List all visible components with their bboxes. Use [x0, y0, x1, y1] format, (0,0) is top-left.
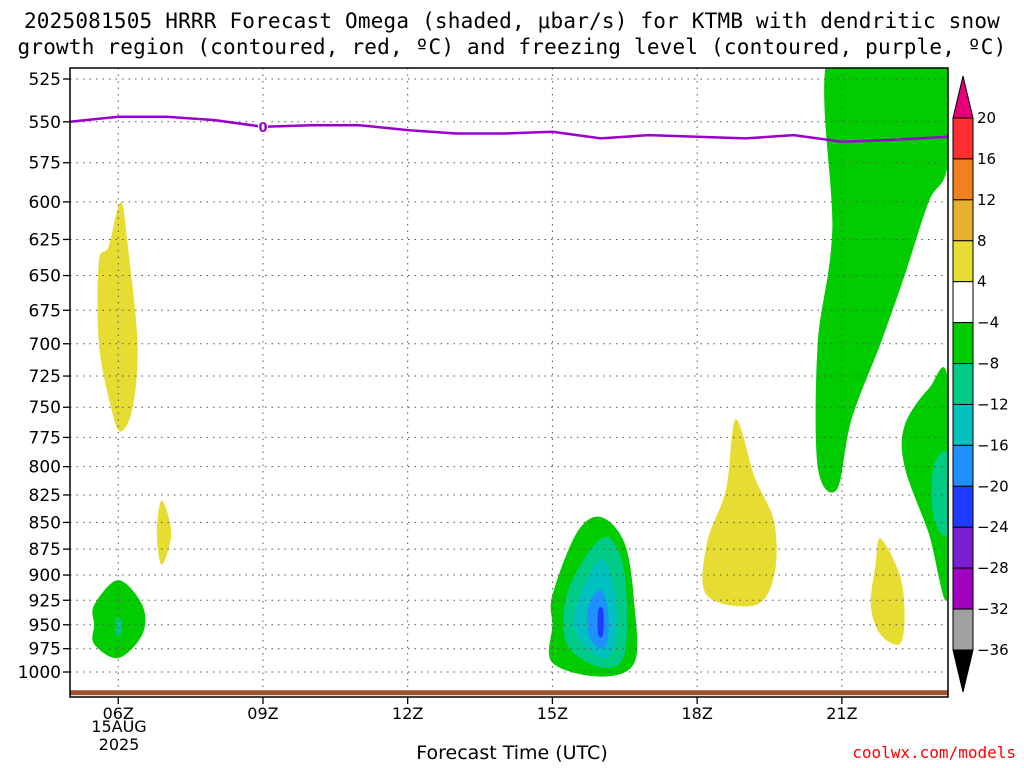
omega-region-green-12: [901, 367, 948, 601]
y-tick-label-650: 650: [29, 267, 61, 287]
colorbar-label-1: 16: [977, 150, 996, 168]
y-tick-label-825: 825: [29, 486, 61, 506]
chart-title: 2025081505 HRRR Forecast Omega (shaded, …: [0, 8, 1024, 60]
x-tick-label-18Z: 18Z: [681, 704, 712, 723]
colorbar-box-12: [952, 608, 974, 651]
y-tick-label-525: 525: [29, 70, 61, 90]
colorbar-label-3: 8: [977, 232, 987, 250]
colorbar-label-11: −28: [977, 559, 1009, 577]
y-tick-label-875: 875: [29, 540, 61, 560]
freezing-level-label-bg: [257, 118, 268, 134]
colorbar-box-7: [952, 403, 974, 446]
colorbar-box-3: [952, 240, 974, 283]
freezing-level-label: 0: [258, 121, 267, 136]
colorbar-box-9: [952, 485, 974, 528]
colorbar-box-10: [952, 526, 974, 569]
y-tick-label-950: 950: [29, 616, 61, 636]
date-label: 15AUG 2025: [84, 718, 154, 754]
y-tick-label-775: 775: [29, 428, 61, 448]
x-axis-label: Forecast Time (UTC): [416, 742, 608, 764]
omega-region-yellow-3: [870, 538, 905, 645]
y-tick-label-850: 850: [29, 513, 61, 533]
x-tick-label-15Z: 15Z: [537, 704, 568, 723]
colorbar-label-5: −4: [977, 314, 999, 332]
y-tick-label-975: 975: [29, 640, 61, 660]
colorbar-box-1: [952, 158, 974, 201]
freezing-level-line: [69, 115, 949, 143]
omega-region-darkblue-10: [597, 607, 604, 638]
colorbar-label-2: 12: [977, 191, 996, 209]
y-axis: 525 550 575 600 625 650 675 700 725 750 775 800 825 8…: [18, 70, 70, 683]
colorbar-label-7: −12: [977, 395, 1009, 413]
colorbar-label-12: −32: [977, 600, 1009, 618]
colorbar-bottom-arrow: [952, 649, 974, 693]
x-tick-label-09Z: 09Z: [247, 704, 278, 723]
chart-title-line-1: 2025081505 HRRR Forecast Omega (shaded, …: [23, 9, 1001, 33]
y-tick-label-800: 800: [29, 458, 61, 478]
freezing-level-layer: 0: [69, 115, 949, 143]
omega-region-green-11: [815, 68, 948, 493]
x-tick-label-21Z: 21Z: [826, 704, 857, 723]
colorbar-label-0: 20: [977, 109, 996, 127]
credit-link[interactable]: coolwx.com/models: [852, 743, 1016, 762]
y-tick-label-575: 575: [29, 154, 61, 174]
grid-layer: [70, 68, 948, 697]
colorbar-label-10: −24: [977, 518, 1009, 536]
colorbar-label-13: −36: [977, 641, 1009, 659]
x-tick-label-06Z: 06Z: [103, 704, 134, 723]
y-tick-label-700: 700: [29, 335, 61, 355]
y-tick-label-625: 625: [29, 230, 61, 250]
omega-region-teal-13: [931, 450, 948, 537]
chart-title-line-2: growth region (contoured, red, ºC) and f…: [17, 35, 1007, 59]
colorbar-box-5: [952, 322, 974, 365]
colorbar-label-4: 4: [977, 273, 987, 291]
date-label-year: 2025: [98, 735, 140, 754]
colorbar: 20 16 12 8 4 −4 −8 −12 −16 −20 −24 −28 −32 −36: [952, 75, 1009, 693]
omega-region-yellow-1: [156, 500, 172, 565]
y-tick-label-1000: 1000: [18, 663, 61, 683]
y-tick-label-925: 925: [29, 591, 61, 611]
terrain-layer: [70, 690, 948, 696]
colorbar-label-8: −16: [977, 436, 1009, 454]
y-tick-label-550: 550: [29, 113, 61, 133]
y-tick-label-600: 600: [29, 193, 61, 213]
colorbar-box-2: [952, 199, 974, 242]
y-tick-label-675: 675: [29, 301, 61, 321]
x-tick-label-12Z: 12Z: [392, 704, 423, 723]
colorbar-box-4: [952, 281, 974, 324]
date-label-day: 15AUG: [91, 717, 147, 736]
colorbar-top-arrow: [952, 75, 974, 119]
colorbar-label-9: −20: [977, 477, 1009, 495]
y-tick-label-900: 900: [29, 566, 61, 586]
omega-shading-layer: [92, 68, 948, 677]
y-tick-label-725: 725: [29, 367, 61, 387]
colorbar-box-11: [952, 567, 974, 610]
y-tick-label-750: 750: [29, 398, 61, 418]
colorbar-box-8: [952, 444, 974, 487]
omega-region-yellow-2: [702, 419, 777, 607]
omega-region-yellow-0: [97, 201, 138, 432]
terrain-strip: [70, 690, 948, 696]
colorbar-box-6: [952, 363, 974, 405]
colorbar-box-0: [952, 117, 974, 160]
plot-frame: [69, 67, 949, 698]
x-axis: 06Z 09Z 12Z 15Z 18Z 21Z: [103, 697, 858, 723]
colorbar-label-6: −8: [977, 355, 999, 373]
